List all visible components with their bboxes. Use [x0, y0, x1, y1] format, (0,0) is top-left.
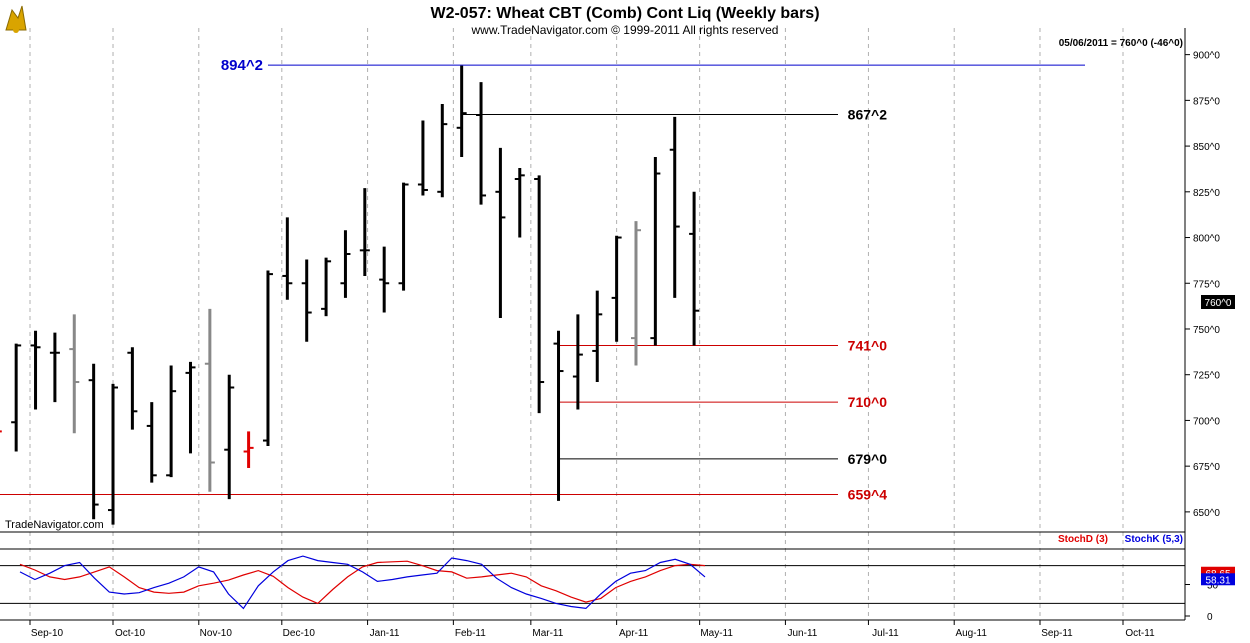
y-tick-label: 875^0	[1193, 96, 1220, 107]
ohlc-bar	[301, 259, 312, 342]
x-tick-label: Feb-11	[455, 628, 486, 639]
ohlc-bar	[243, 431, 254, 468]
y-tick-label: 675^0	[1193, 462, 1220, 473]
level-lines: 894^2 867^2 741^0 710^0 679^0 659^4	[0, 57, 1085, 503]
ohlc-bar	[592, 290, 603, 383]
ohlc-bar	[495, 147, 506, 319]
x-tick-label: Nov-10	[200, 628, 233, 639]
current-price-tag: 760^0	[1205, 298, 1232, 309]
ohlc-bar	[669, 116, 680, 298]
last-quote: 05/06/2011 = 760^0 (-46^0)	[1059, 38, 1183, 49]
stoch-d-line	[19, 560, 706, 605]
stoch-value-tag-bg	[1201, 573, 1235, 586]
y-tick-label: 850^0	[1193, 142, 1220, 153]
stoch-y-tick-label: 50	[1207, 581, 1219, 592]
x-tick-label: Jul-11	[872, 628, 899, 639]
ohlc-bar	[359, 188, 370, 276]
ohlc-bar	[11, 343, 22, 452]
x-tick-label: Jun-11	[787, 628, 817, 639]
ohlc-bar	[417, 120, 428, 196]
ohlc-bar	[204, 308, 215, 492]
ohlc-bar	[282, 217, 293, 300]
x-tick-label: Jan-11	[370, 628, 400, 639]
level-label: 710^0	[848, 394, 888, 410]
stoch-d-legend: StochD (3)	[1058, 534, 1108, 545]
x-tick-label: Apr-11	[619, 628, 649, 639]
chart-title: W2-057: Wheat CBT (Comb) Cont Liq (Weekl…	[430, 5, 819, 22]
ohlc-bar	[321, 257, 332, 317]
ohlc-bar	[379, 246, 390, 313]
ohlc-bar	[30, 330, 41, 410]
logo-icon	[5, 5, 27, 33]
y-tick-label: 750^0	[1193, 325, 1220, 336]
y-tick-label: 775^0	[1193, 279, 1220, 290]
level-label: 659^4	[848, 487, 888, 503]
y-tick-label: 900^0	[1193, 51, 1220, 62]
ohlc-bar	[0, 430, 2, 433]
ohlc-bar	[689, 191, 700, 346]
y-tick-label: 700^0	[1193, 416, 1220, 427]
ohlc-bar	[437, 104, 448, 198]
stoch-k-legend: StochK (5,3)	[1125, 534, 1183, 545]
ohlc-bar	[476, 82, 487, 205]
ohlc-bar	[185, 361, 196, 454]
level-label: 894^2	[221, 57, 263, 74]
ohlc-bar	[108, 383, 119, 525]
current-price-tag-bg	[1201, 295, 1235, 309]
x-tick-label: Sep-11	[1041, 628, 1073, 639]
ohlc-bar	[611, 235, 622, 342]
ohlc-bar	[340, 230, 351, 298]
y-tick-label: 800^0	[1193, 234, 1220, 245]
x-tick-label: Mar-11	[532, 628, 563, 639]
ohlc-bar	[69, 314, 80, 434]
x-tick-label: Dec-10	[283, 628, 316, 639]
level-label: 741^0	[848, 337, 888, 353]
ohlc-bar	[262, 270, 273, 447]
x-tick-label: Oct-11	[1125, 628, 1155, 639]
ohlc-bar	[224, 374, 235, 500]
x-tick-label: Oct-10	[115, 628, 145, 639]
axes: Sep-10 Oct-10 Nov-10 Dec-10 Jan-11 Feb-11 Mar-…	[0, 28, 1220, 639]
ohlc-bar	[534, 175, 545, 414]
x-tick-label: May-11	[700, 628, 733, 639]
ohlc-bar	[572, 314, 583, 410]
ohlc-bar	[650, 157, 661, 346]
ohlc-bar	[166, 365, 177, 478]
level-label: 867^2	[848, 107, 888, 123]
copyright-line: www.TradeNavigator.com © 1999-2011 All r…	[471, 23, 779, 37]
ohlc-bar	[49, 332, 60, 403]
ohlc-bar	[456, 65, 467, 158]
watermark: TradeNavigator.com	[5, 519, 104, 531]
stochastic-panel: 50068.6558.31	[0, 555, 1235, 623]
ohlc-bar	[127, 347, 138, 430]
x-tick-label: Aug-11	[955, 628, 987, 639]
ohlc-bar	[398, 182, 409, 291]
price-bars	[0, 65, 700, 525]
ohlc-bar	[514, 168, 525, 238]
ohlc-bar	[553, 330, 564, 501]
ohlc-bar	[630, 221, 641, 366]
stoch-y-tick-label: 0	[1207, 612, 1213, 623]
level-label: 679^0	[848, 451, 888, 467]
stoch-value-tag: 58.31	[1205, 575, 1230, 586]
ohlc-bar	[146, 402, 157, 483]
ohlc-bar	[88, 363, 99, 520]
stoch-k-line	[19, 555, 706, 610]
x-tick-label: Sep-10	[31, 628, 64, 639]
y-tick-label: 725^0	[1193, 371, 1220, 382]
y-tick-label: 650^0	[1193, 508, 1220, 519]
y-tick-label: 825^0	[1193, 188, 1220, 199]
